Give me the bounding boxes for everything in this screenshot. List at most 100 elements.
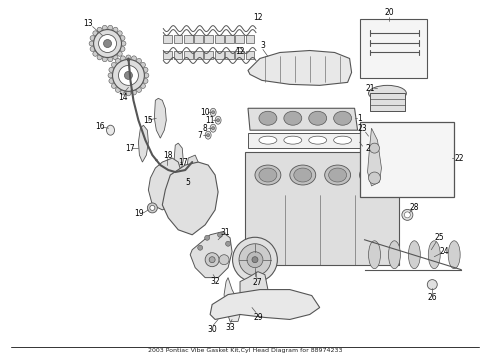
Ellipse shape bbox=[126, 55, 131, 60]
Ellipse shape bbox=[259, 168, 277, 182]
Ellipse shape bbox=[219, 255, 229, 265]
Ellipse shape bbox=[402, 210, 413, 220]
Ellipse shape bbox=[171, 170, 173, 172]
Ellipse shape bbox=[207, 134, 210, 137]
Ellipse shape bbox=[143, 78, 148, 84]
Ellipse shape bbox=[334, 111, 352, 125]
Ellipse shape bbox=[309, 136, 327, 144]
Ellipse shape bbox=[117, 31, 122, 36]
Bar bbox=[360, 19, 427, 78]
Bar bbox=[163, 51, 172, 59]
Ellipse shape bbox=[106, 125, 115, 135]
Ellipse shape bbox=[369, 143, 379, 153]
Ellipse shape bbox=[360, 165, 386, 185]
Bar bbox=[194, 35, 203, 42]
Text: 14: 14 bbox=[119, 93, 128, 102]
Ellipse shape bbox=[113, 27, 118, 32]
Bar bbox=[245, 35, 254, 42]
Ellipse shape bbox=[404, 212, 410, 218]
Text: 2003 Pontiac Vibe Gasket Kit,Cyl Head Diagram for 88974233: 2003 Pontiac Vibe Gasket Kit,Cyl Head Di… bbox=[148, 348, 342, 353]
Text: 33: 33 bbox=[225, 323, 235, 332]
Text: 29: 29 bbox=[253, 313, 263, 322]
Ellipse shape bbox=[143, 67, 148, 72]
Ellipse shape bbox=[97, 27, 102, 32]
Ellipse shape bbox=[217, 119, 220, 122]
Ellipse shape bbox=[197, 245, 203, 250]
Ellipse shape bbox=[209, 257, 215, 263]
Polygon shape bbox=[187, 155, 198, 172]
Polygon shape bbox=[162, 162, 218, 235]
Ellipse shape bbox=[98, 35, 117, 53]
Bar bbox=[215, 35, 223, 42]
Text: 28: 28 bbox=[410, 203, 419, 212]
Ellipse shape bbox=[147, 203, 157, 213]
Ellipse shape bbox=[155, 159, 157, 161]
Text: 19: 19 bbox=[135, 210, 144, 219]
Bar bbox=[235, 35, 244, 42]
Ellipse shape bbox=[309, 111, 327, 125]
Ellipse shape bbox=[364, 168, 382, 182]
Ellipse shape bbox=[90, 36, 95, 41]
Text: 2: 2 bbox=[365, 144, 370, 153]
Ellipse shape bbox=[113, 55, 118, 60]
Ellipse shape bbox=[116, 58, 121, 63]
Polygon shape bbox=[248, 50, 352, 85]
Polygon shape bbox=[148, 158, 182, 210]
Ellipse shape bbox=[259, 111, 277, 125]
Ellipse shape bbox=[93, 31, 98, 36]
Text: 3: 3 bbox=[261, 41, 266, 50]
Text: 30: 30 bbox=[207, 325, 217, 334]
Ellipse shape bbox=[218, 232, 222, 237]
Ellipse shape bbox=[126, 91, 131, 96]
Ellipse shape bbox=[137, 87, 142, 93]
Polygon shape bbox=[154, 98, 166, 138]
Ellipse shape bbox=[150, 206, 155, 210]
Ellipse shape bbox=[108, 25, 113, 30]
Ellipse shape bbox=[94, 30, 122, 58]
Ellipse shape bbox=[215, 116, 221, 124]
Ellipse shape bbox=[121, 41, 126, 46]
Ellipse shape bbox=[408, 241, 420, 269]
Ellipse shape bbox=[117, 51, 122, 56]
Text: 8: 8 bbox=[203, 124, 208, 133]
Text: 1: 1 bbox=[357, 114, 362, 123]
Bar bbox=[184, 51, 193, 59]
Ellipse shape bbox=[127, 58, 129, 60]
Ellipse shape bbox=[252, 257, 258, 263]
Text: 15: 15 bbox=[144, 116, 153, 125]
Text: 31: 31 bbox=[220, 228, 230, 237]
Ellipse shape bbox=[233, 237, 277, 282]
Ellipse shape bbox=[427, 280, 437, 289]
Polygon shape bbox=[138, 125, 148, 162]
Text: 26: 26 bbox=[427, 293, 437, 302]
Bar bbox=[225, 35, 234, 42]
Bar bbox=[225, 51, 234, 59]
Text: 24: 24 bbox=[440, 247, 449, 256]
Polygon shape bbox=[248, 133, 360, 148]
Bar bbox=[369, 93, 405, 111]
Bar bbox=[204, 51, 213, 59]
Ellipse shape bbox=[212, 127, 215, 130]
Ellipse shape bbox=[290, 165, 316, 185]
Bar bbox=[235, 51, 244, 59]
Polygon shape bbox=[190, 232, 232, 278]
Ellipse shape bbox=[144, 73, 149, 78]
Ellipse shape bbox=[89, 41, 94, 46]
Polygon shape bbox=[368, 128, 382, 186]
Ellipse shape bbox=[212, 111, 215, 114]
Bar bbox=[204, 35, 213, 42]
Text: 22: 22 bbox=[454, 154, 464, 163]
Ellipse shape bbox=[131, 89, 133, 91]
Ellipse shape bbox=[109, 78, 114, 84]
Text: 7: 7 bbox=[198, 131, 202, 140]
Ellipse shape bbox=[141, 62, 146, 67]
Bar bbox=[245, 51, 254, 59]
Polygon shape bbox=[224, 278, 240, 321]
Ellipse shape bbox=[141, 129, 143, 131]
Ellipse shape bbox=[368, 241, 380, 269]
Bar bbox=[215, 51, 223, 59]
Ellipse shape bbox=[131, 90, 137, 95]
Ellipse shape bbox=[120, 46, 125, 51]
Ellipse shape bbox=[109, 67, 114, 72]
Text: 21: 21 bbox=[366, 84, 375, 93]
